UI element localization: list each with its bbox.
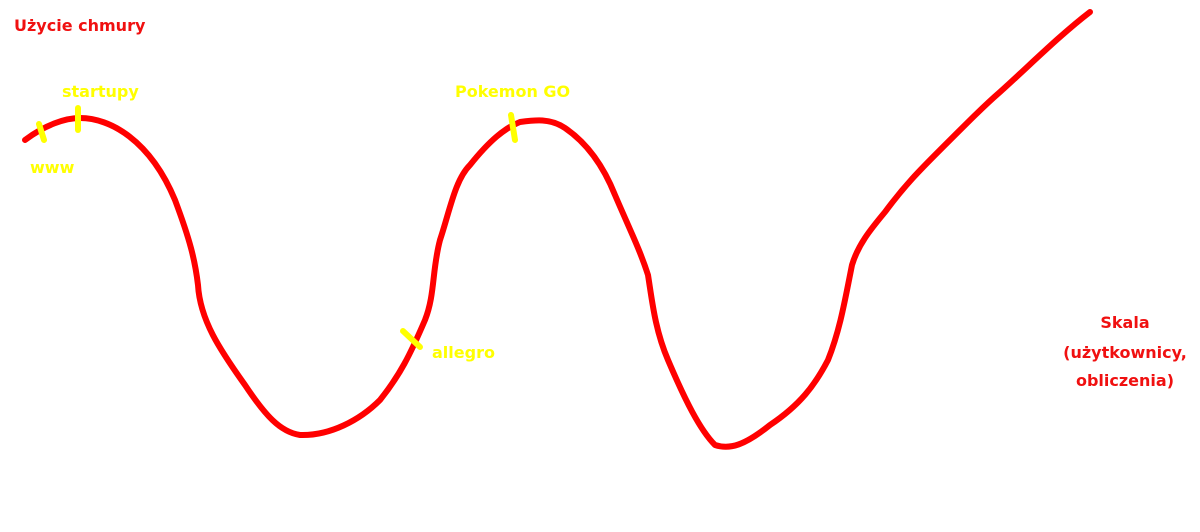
axis-label: (użytkownicy, [1063, 343, 1187, 362]
markers [36, 105, 518, 350]
marker-pokemon [508, 112, 518, 143]
axis-label: Skala [1100, 313, 1149, 332]
annotation: Pokemon GO [455, 82, 570, 101]
annotation: www [30, 158, 75, 177]
marker-allegro [400, 328, 423, 350]
annotation: startupy [62, 82, 139, 101]
annotation: allegro [432, 343, 495, 362]
usage-curve [22, 9, 1093, 450]
axis-label: obliczenia) [1076, 371, 1174, 390]
marker-www [36, 121, 47, 143]
title: Użycie chmury [14, 16, 146, 35]
